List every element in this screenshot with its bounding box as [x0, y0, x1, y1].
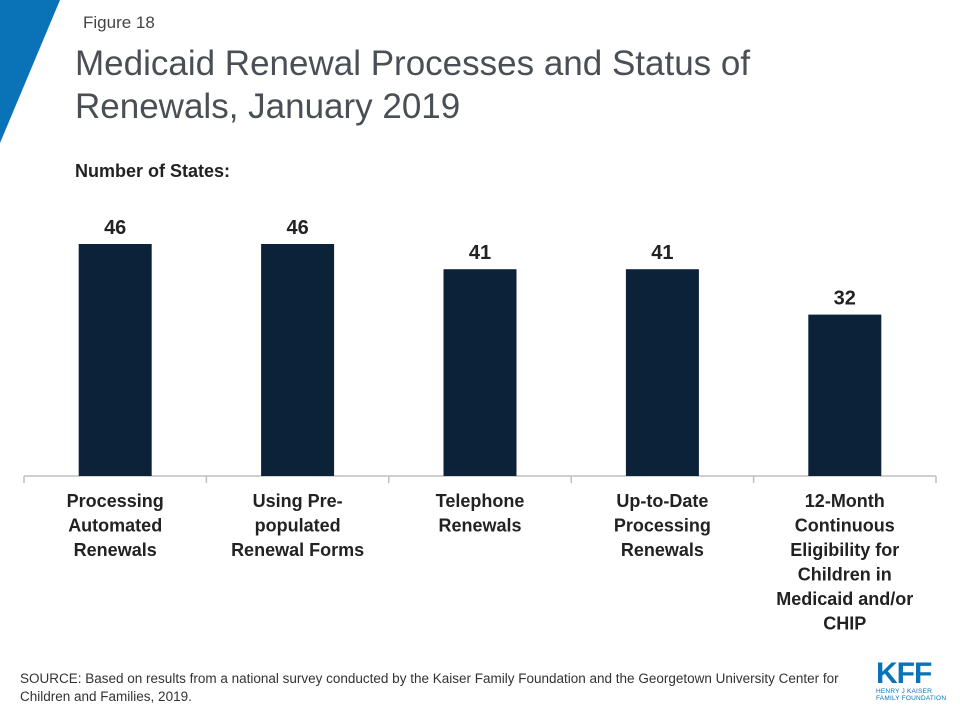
chart-title: Medicaid Renewal Processes and Status of…: [75, 44, 751, 126]
corner-accent: [0, 0, 60, 143]
bar: [808, 314, 882, 476]
data-label: 41: [469, 242, 491, 264]
kff-logo: KFF HENRY J KAISER FAMILY FOUNDATION: [876, 657, 948, 703]
data-label: 32: [834, 288, 856, 310]
bar-chart: 46 Processing Automated Renewals 46 Using Pre…: [23, 217, 937, 634]
category-label: 12-Month Continuous Eligibility for Childre…: [776, 491, 913, 634]
source-note: SOURCE: Based on results from a national…: [20, 671, 839, 704]
bar: [625, 269, 699, 476]
data-label: 46: [104, 217, 126, 239]
data-label: 41: [651, 242, 673, 264]
category-label: Using Pre-populated Renewal Forms: [231, 491, 364, 560]
logo-line-1: HENRY J KAISER: [876, 688, 933, 695]
category-label: Telephone Renewals: [436, 491, 525, 536]
logo-line-2: FAMILY FOUNDATION: [876, 695, 947, 702]
bar: [443, 269, 517, 476]
logo-mark: KFF: [876, 657, 932, 690]
category-label: Up-to-Date Processing Renewals: [614, 491, 711, 560]
bar: [78, 244, 152, 476]
chart-subtitle: Number of States:: [75, 161, 231, 181]
category-label: Processing Automated Renewals: [67, 491, 164, 560]
data-label: 46: [286, 217, 308, 239]
figure-label: Figure 18: [83, 13, 155, 32]
bar: [261, 244, 335, 476]
